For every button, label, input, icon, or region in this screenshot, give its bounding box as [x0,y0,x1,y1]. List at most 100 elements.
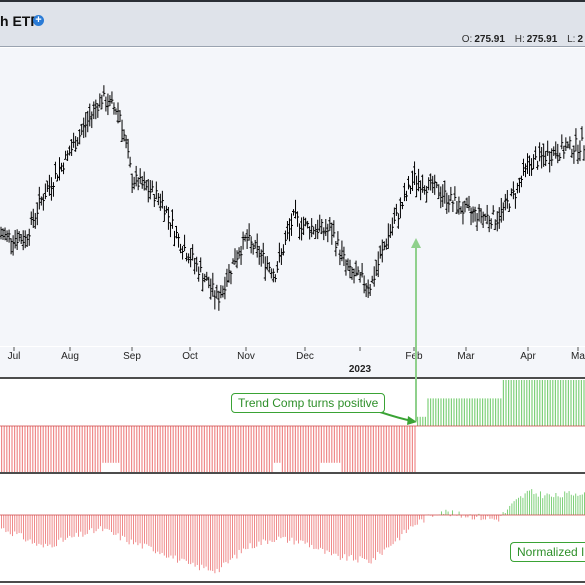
normalized-bar [324,515,326,554]
normalized-bar [38,515,40,544]
price-bar [358,271,362,283]
normalized-bar [161,515,163,553]
normalized-bar [291,515,293,538]
trend-comp-bar [320,426,322,463]
normalized-bar [566,492,568,515]
trend-comp-bar [497,398,499,426]
normalized-bar [346,515,348,561]
trend-comp-bar [461,398,463,426]
price-bar [156,193,160,206]
normalized-bar [12,515,13,537]
trend-comp-bar [185,426,187,472]
normalized-bar [441,511,442,515]
normalized-bar [218,515,220,573]
normalized-bar [36,515,38,546]
trend-comp-bar [409,426,411,472]
price-bar [62,162,66,175]
info-icon[interactable]: + [33,15,44,26]
price-bar [72,132,76,148]
price-bar [560,134,564,150]
trend-comp-bar [115,426,117,463]
x-tick-label: 2023 [349,364,372,375]
normalized-bar [190,515,192,565]
normalized-bar [119,515,121,541]
trend-comp-bar [144,426,146,472]
price-bar [233,248,237,265]
price-bar [207,276,211,289]
price-bar [116,102,120,124]
price-bar [425,185,429,203]
x-tick-label: Apr [520,351,536,362]
trend-comp-bar [235,426,237,472]
normalized-bar [1,515,2,529]
price-bar [435,181,439,189]
normalized-bar [177,515,178,563]
price-bar [1,228,5,240]
price-bar [342,246,346,267]
price-bar [31,208,35,228]
normalized-bar [152,515,154,552]
price-bar [179,243,183,254]
normalized-bar [410,515,412,527]
normalized-bar [383,515,385,550]
normalized-bar [25,515,27,542]
trend-comp-bar [118,426,120,463]
price-bar [366,279,370,298]
normalized-bar [225,515,227,563]
normalized-bar [170,515,172,556]
normalized-bar [403,515,405,530]
trend-comp-bar [27,426,29,472]
price-bar [314,223,318,240]
price-bar [455,201,459,214]
normalized-bar [445,509,447,515]
price-bar [324,219,328,237]
price-bar [380,239,384,263]
normalized-bar [559,497,561,515]
price-bar [308,226,312,240]
normalized-bar [148,515,150,546]
trend-comp-bar [466,398,468,426]
trend-comp-bar [34,426,36,472]
x-tick-label: Sep [123,351,141,362]
normalized-bar [117,515,119,534]
trend-comp-bar [37,426,39,472]
x-tick-label: Aug [61,351,79,362]
price-bar [193,257,197,275]
trend-comp-bar [84,426,86,472]
price-bar [467,195,471,211]
price-bar [283,230,287,246]
normalized-bar [168,515,170,558]
trend-comp-bar [29,426,31,472]
trend-comp-bar [411,426,413,472]
normalized-bar [432,515,434,517]
normalized-bar [141,515,143,549]
normalized-bar [254,515,255,549]
price-bar [479,208,483,224]
trend-comp-bar [365,426,367,472]
trend-comp-bar [159,426,161,472]
normalized-bar [568,491,570,515]
normalized-bar [203,515,205,569]
trend-comp-bar [352,426,354,472]
trend-comp-bar [341,426,343,472]
normalized-bar [405,515,407,534]
price-bar [523,163,527,178]
price-bar [326,223,330,243]
price-bar [406,176,410,190]
normalized-bar [227,515,229,564]
normalized-bar [515,499,517,515]
price-bar [19,234,23,244]
normalized-bar [58,515,60,540]
price-bar [338,249,342,266]
price-bar [505,190,509,209]
price-bar [566,141,570,149]
trend-comp-bar [227,426,229,472]
price-bar [431,175,435,194]
normalized-bar [144,515,145,544]
trend-comp-bar [557,380,559,426]
trend-comp-bar [375,426,377,472]
trend-comp-bar [219,426,221,472]
price-bar [130,173,134,194]
price-bar [536,160,540,170]
price-bar [39,196,43,206]
